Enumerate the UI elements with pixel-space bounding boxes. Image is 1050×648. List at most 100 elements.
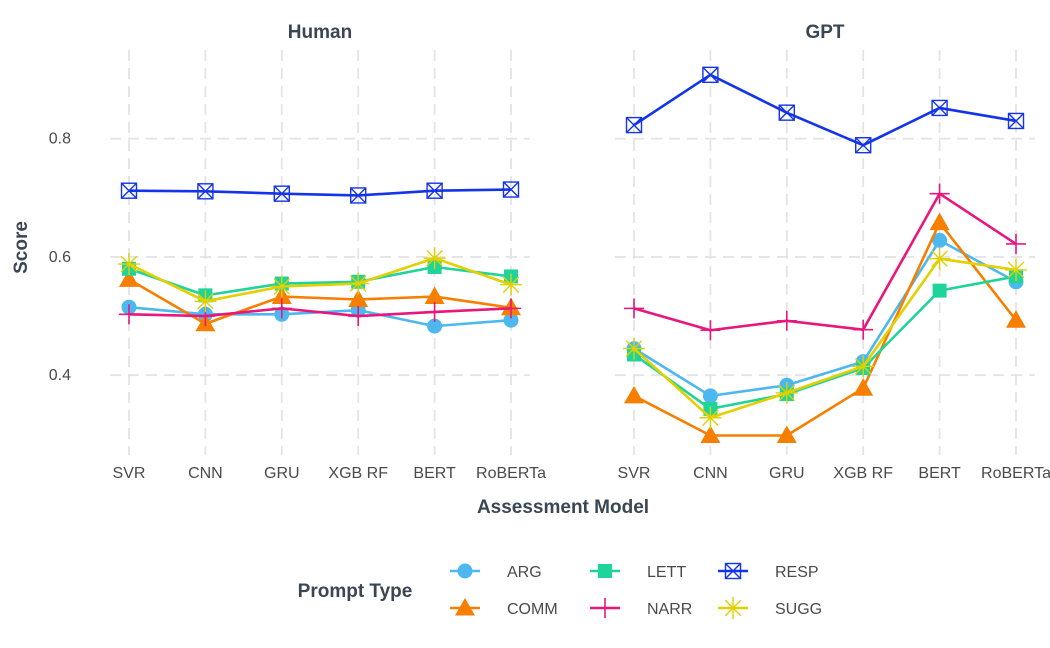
point-lett-gpt-bert (932, 283, 947, 298)
point-comm-human-svr (119, 269, 139, 287)
point-narr-human-xgb-rf (348, 306, 369, 327)
point-arg-gpt-cnn (702, 388, 718, 404)
point-resp-gpt-svr (625, 116, 643, 134)
x-tick-label: BERT (918, 465, 961, 482)
point-resp-human-bert (426, 182, 443, 199)
point-comm-gpt-cnn (700, 425, 721, 443)
x-tick-label: BERT (413, 465, 456, 482)
legend-item-sugg: SUGG (718, 597, 822, 619)
point-comm-gpt-roberta (1006, 310, 1026, 328)
point-sugg-gpt-roberta (1005, 258, 1027, 281)
legend-label: LETT (647, 564, 686, 581)
legend-title: Prompt Type (298, 581, 413, 602)
series-line-resp-gpt (633, 73, 1017, 147)
point-narr-human-roberta (501, 298, 521, 319)
point-comm-gpt-svr (624, 385, 644, 404)
point-narr-human-gru (271, 298, 292, 319)
series-line-lett-gpt (633, 275, 1017, 411)
grid-layer (110, 50, 1035, 455)
point-arg-gpt-bert (932, 232, 948, 248)
y-axis-title: Score (11, 221, 32, 274)
legend-key-sugg (722, 597, 744, 619)
point-sugg-human-xgb-rf (347, 272, 370, 295)
series-line-comm-gpt (633, 221, 1018, 437)
legend-key-arg (457, 563, 473, 579)
point-sugg-human-cnn (194, 290, 217, 313)
legend-item-narr: NARR (590, 598, 692, 618)
series-line-sugg-gpt (633, 257, 1017, 420)
legend-key-lett (598, 564, 612, 578)
point-comm-gpt-xgb-rf (853, 378, 874, 396)
x-tick-label: CNN (693, 465, 728, 482)
series-line-sugg-human (128, 256, 512, 303)
point-narr-gpt-svr (624, 298, 644, 319)
point-resp-human-gru (273, 185, 290, 202)
point-sugg-gpt-cnn (699, 406, 722, 429)
series-line-narr-human (128, 307, 512, 318)
point-resp-gpt-gru (778, 104, 795, 121)
point-sugg-human-svr (118, 253, 140, 276)
point-narr-gpt-bert (929, 183, 950, 204)
point-sugg-human-gru (270, 275, 293, 298)
legend-label: SUGG (775, 601, 822, 618)
series-line-arg-gpt (633, 239, 1017, 398)
x-tick-label: SVR (113, 465, 146, 482)
label-layer: SVR CNN GRU XGB RF BERT RoBERTa Human SVR CNN GRU… (11, 22, 1050, 518)
y-tick-label: 0.4 (49, 367, 71, 384)
x-tick-label: RoBERTa (981, 465, 1050, 482)
point-sugg-human-bert (423, 247, 446, 270)
point-resp-gpt-roberta (1007, 112, 1025, 130)
legend-label: COMM (507, 601, 558, 618)
legend-label: NARR (647, 601, 692, 618)
facet-title-gpt: GPT (805, 22, 844, 43)
x-tick-label: GRU (769, 465, 805, 482)
point-narr-human-bert (424, 301, 445, 322)
point-resp-human-svr (120, 182, 138, 199)
point-comm-human-xgb-rf (348, 289, 369, 308)
point-narr-gpt-gru (776, 310, 797, 331)
point-narr-human-svr (119, 304, 139, 325)
point-resp-human-roberta (502, 181, 520, 198)
series-layer (118, 66, 1027, 443)
legend: Prompt Type ARG COMM LETT NARR RESP SUGG (298, 562, 822, 619)
series-line-narr-gpt (633, 192, 1017, 332)
point-sugg-human-roberta (500, 273, 522, 296)
point-comm-gpt-gru (776, 425, 797, 443)
legend-key-comm (455, 598, 475, 616)
x-tick-label: GRU (264, 465, 300, 482)
point-sugg-gpt-gru (775, 381, 798, 404)
legend-key-narr (595, 598, 615, 618)
x-tick-label: SVR (618, 465, 651, 482)
point-narr-gpt-xgb-rf (853, 319, 874, 340)
legend-item-comm: COMM (450, 598, 558, 618)
legend-item-lett: LETT (590, 564, 686, 581)
x-tick-label: XGB RF (833, 465, 893, 482)
point-comm-human-bert (424, 286, 445, 305)
point-sugg-gpt-xgb-rf (852, 355, 875, 378)
legend-label: ARG (507, 564, 542, 581)
y-tick-label: 0.8 (49, 131, 71, 148)
point-resp-human-xgb-rf (350, 187, 367, 204)
point-arg-human-roberta (503, 312, 519, 328)
legend-key-resp (724, 562, 742, 580)
point-narr-gpt-roberta (1006, 233, 1026, 254)
point-comm-gpt-bert (929, 212, 950, 231)
point-narr-gpt-cnn (700, 320, 721, 341)
point-resp-gpt-xgb-rf (855, 136, 872, 154)
point-arg-human-bert (427, 318, 443, 334)
x-tick-label: XGB RF (328, 465, 388, 482)
legend-item-arg: ARG (450, 563, 542, 581)
legend-item-resp: RESP (718, 562, 819, 581)
legend-label: RESP (775, 564, 819, 581)
point-resp-gpt-bert (931, 99, 948, 117)
x-axis-title: Assessment Model (477, 497, 649, 518)
facet-title-human: Human (288, 22, 352, 43)
point-sugg-gpt-bert (928, 247, 951, 270)
point-resp-gpt-cnn (702, 66, 719, 84)
series-line-resp-human (128, 188, 512, 197)
y-tick-label: 0.6 (49, 249, 71, 266)
x-tick-label: RoBERTa (476, 465, 546, 482)
point-resp-human-cnn (197, 183, 214, 200)
series-line-lett-human (128, 265, 512, 297)
